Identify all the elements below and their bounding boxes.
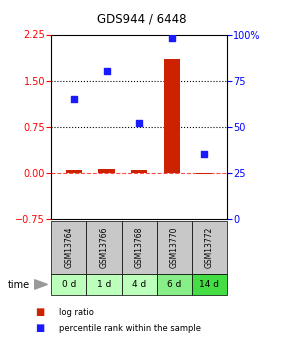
Text: log ratio: log ratio xyxy=(59,308,93,317)
Bar xyxy=(51,274,86,295)
Text: 14 d: 14 d xyxy=(200,280,219,289)
Text: ■: ■ xyxy=(35,307,45,317)
Bar xyxy=(66,170,82,173)
Polygon shape xyxy=(35,280,47,289)
Text: 6 d: 6 d xyxy=(167,280,182,289)
Text: GSM13768: GSM13768 xyxy=(135,227,144,268)
Bar xyxy=(192,274,227,295)
Bar xyxy=(157,274,192,295)
Bar xyxy=(51,221,86,274)
Bar xyxy=(131,170,147,173)
Text: GDS944 / 6448: GDS944 / 6448 xyxy=(97,12,187,25)
Bar xyxy=(163,59,180,173)
Text: percentile rank within the sample: percentile rank within the sample xyxy=(59,324,201,333)
Text: time: time xyxy=(7,280,30,290)
Bar xyxy=(196,173,212,174)
Bar xyxy=(86,221,122,274)
Point xyxy=(169,36,174,41)
Text: GSM13764: GSM13764 xyxy=(64,227,73,268)
Point xyxy=(137,120,142,126)
Point xyxy=(202,152,207,157)
Point xyxy=(104,69,109,74)
Bar xyxy=(192,221,227,274)
Text: GSM13770: GSM13770 xyxy=(170,227,179,268)
Bar xyxy=(157,221,192,274)
Text: GSM13772: GSM13772 xyxy=(205,227,214,268)
Bar xyxy=(122,221,157,274)
Bar xyxy=(98,169,115,173)
Text: 1 d: 1 d xyxy=(97,280,111,289)
Text: 4 d: 4 d xyxy=(132,280,146,289)
Point xyxy=(72,96,76,102)
Text: GSM13766: GSM13766 xyxy=(100,227,108,268)
Bar xyxy=(122,274,157,295)
Bar xyxy=(86,274,122,295)
Text: ■: ■ xyxy=(35,324,45,333)
Text: 0 d: 0 d xyxy=(62,280,76,289)
